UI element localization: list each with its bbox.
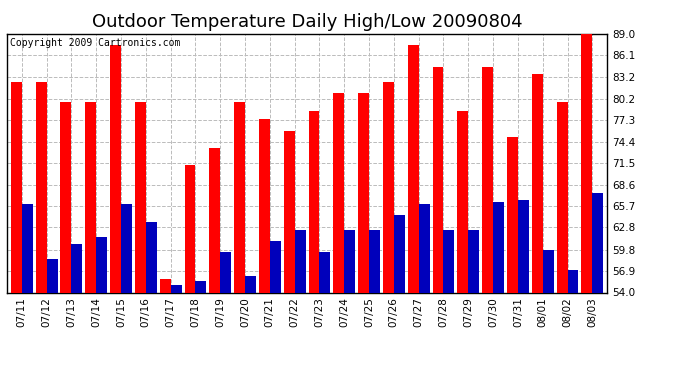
Bar bbox=[383, 82, 394, 375]
Bar bbox=[71, 244, 82, 375]
Bar bbox=[532, 74, 543, 375]
Bar bbox=[220, 252, 231, 375]
Bar bbox=[146, 222, 157, 375]
Bar bbox=[369, 230, 380, 375]
Bar bbox=[270, 241, 281, 375]
Bar bbox=[582, 34, 592, 375]
Bar bbox=[358, 93, 369, 375]
Bar bbox=[234, 102, 245, 375]
Bar bbox=[259, 119, 270, 375]
Bar bbox=[493, 202, 504, 375]
Bar bbox=[22, 204, 32, 375]
Bar bbox=[333, 93, 344, 375]
Bar bbox=[96, 237, 107, 375]
Bar bbox=[444, 230, 455, 375]
Bar bbox=[433, 67, 444, 375]
Bar bbox=[47, 259, 57, 375]
Bar bbox=[36, 82, 47, 375]
Text: Copyright 2009 Cartronics.com: Copyright 2009 Cartronics.com bbox=[10, 38, 180, 48]
Bar bbox=[408, 45, 419, 375]
Bar bbox=[543, 250, 553, 375]
Bar bbox=[245, 276, 256, 375]
Bar bbox=[284, 131, 295, 375]
Bar bbox=[457, 111, 469, 375]
Bar bbox=[507, 137, 518, 375]
Bar bbox=[419, 204, 430, 375]
Bar bbox=[592, 193, 603, 375]
Bar bbox=[61, 102, 71, 375]
Bar bbox=[209, 148, 220, 375]
Bar bbox=[518, 200, 529, 375]
Bar bbox=[184, 165, 195, 375]
Bar bbox=[135, 102, 146, 375]
Bar bbox=[469, 230, 479, 375]
Title: Outdoor Temperature Daily High/Low 20090804: Outdoor Temperature Daily High/Low 20090… bbox=[92, 13, 522, 31]
Bar bbox=[319, 252, 331, 375]
Bar bbox=[557, 102, 567, 375]
Bar bbox=[482, 67, 493, 375]
Bar bbox=[344, 230, 355, 375]
Bar bbox=[567, 270, 578, 375]
Bar bbox=[159, 279, 170, 375]
Bar bbox=[295, 230, 306, 375]
Bar bbox=[170, 285, 181, 375]
Bar bbox=[308, 111, 319, 375]
Bar bbox=[110, 45, 121, 375]
Bar bbox=[121, 204, 132, 375]
Bar bbox=[86, 102, 96, 375]
Bar bbox=[11, 82, 22, 375]
Bar bbox=[394, 215, 405, 375]
Bar bbox=[195, 281, 206, 375]
